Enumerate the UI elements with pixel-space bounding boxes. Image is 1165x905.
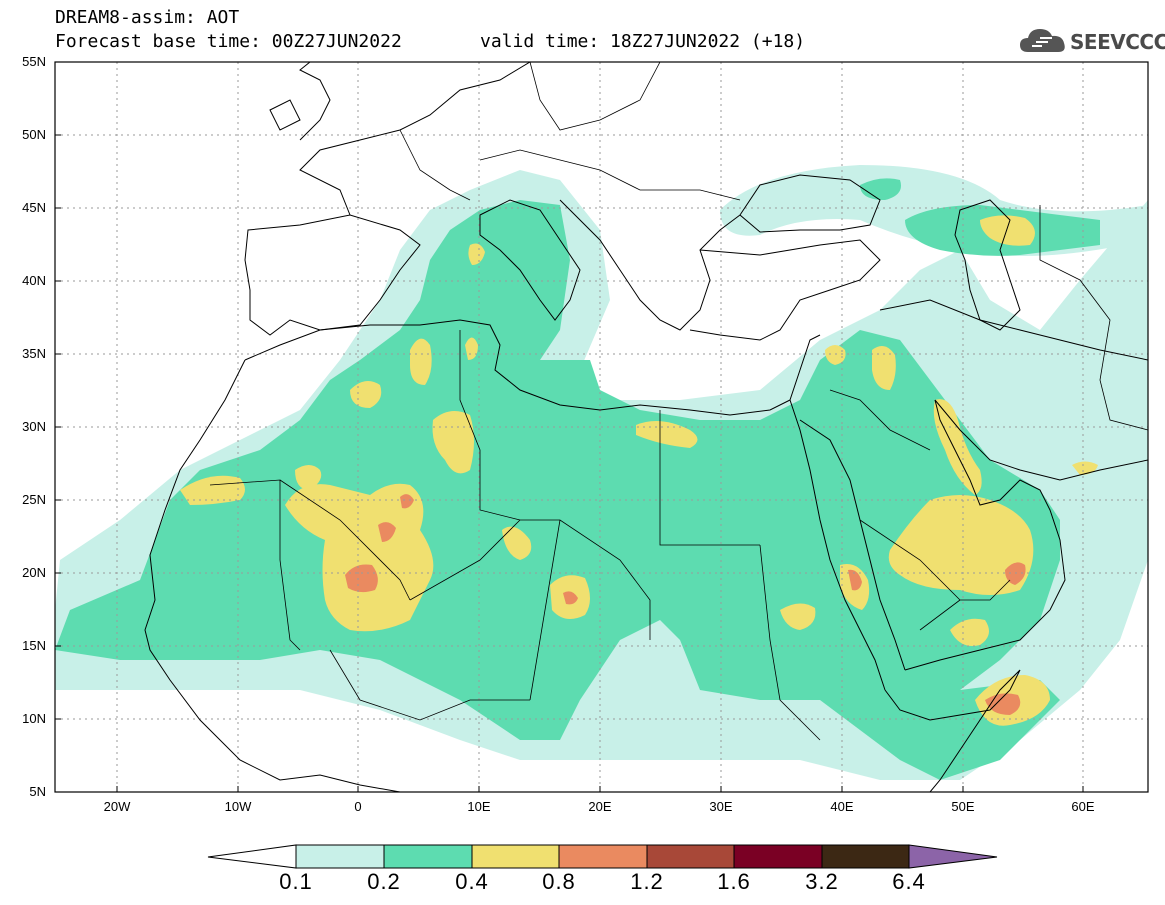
x-tick-label: 20W <box>103 799 131 814</box>
y-tick-label: 50N <box>22 127 46 142</box>
y-tick-label: 30N <box>22 419 46 434</box>
colorbar-bin-0-4 <box>471 844 560 869</box>
borders <box>209 62 1148 741</box>
x-tick-label: 10E <box>467 799 491 814</box>
x-tick-label: 60E <box>1071 799 1095 814</box>
x-tick-label: 10W <box>224 799 252 814</box>
forecast-base-time: Forecast base time: 00Z27JUN2022 <box>55 31 402 52</box>
colorbar-bin-1-2 <box>646 844 735 869</box>
colorbar-bin-0-1 <box>295 844 385 869</box>
y-tick-label: 15N <box>22 638 46 653</box>
x-tick-label: 40E <box>830 799 854 814</box>
colorbar-label: 0.2 <box>367 869 401 894</box>
colorbar-label: 0.4 <box>455 869 489 894</box>
colorbar-label: 1.6 <box>717 869 751 894</box>
x-tick-label: 0 <box>354 799 362 814</box>
x-tick-label: 50E <box>951 799 975 814</box>
colorbar-label: 0.1 <box>279 869 313 894</box>
colorbar-label: 1.2 <box>630 869 664 894</box>
colorbar <box>207 844 998 869</box>
y-tick-label: 35N <box>22 346 46 361</box>
x-tick-label: 30E <box>709 799 733 814</box>
chart-title: DREAM8-assim: AOT <box>55 7 240 28</box>
colorbar-low-arrow <box>207 844 297 869</box>
coastlines <box>144 62 1148 792</box>
aot-level-0-8 <box>345 494 1026 715</box>
axis-ticks <box>55 61 1084 793</box>
colorbar-label: 3.2 <box>805 869 839 894</box>
y-tick-label: 55N <box>22 54 46 69</box>
colorbar-bin-0-2 <box>383 844 473 869</box>
colorbar-high-arrow <box>908 844 998 869</box>
y-tick-label: 10N <box>22 711 46 726</box>
aot-field <box>55 165 1148 780</box>
cloud-icon <box>1020 29 1065 52</box>
colorbar-bin-3-2 <box>821 844 910 869</box>
colorbar-bin-1-6 <box>733 844 823 869</box>
colorbar-label: 0.8 <box>542 869 576 894</box>
seevccc-logo: SEEVCCC <box>1018 24 1165 58</box>
y-tick-label: 5N <box>29 784 46 799</box>
colorbar-bin-0-8 <box>558 844 648 869</box>
y-tick-label: 25N <box>22 492 46 507</box>
colorbar-label: 6.4 <box>892 869 926 894</box>
y-tick-label: 40N <box>22 273 46 288</box>
logo-text: SEEVCCC <box>1070 30 1165 54</box>
y-tick-label: 45N <box>22 200 46 215</box>
valid-time: valid time: 18Z27JUN2022 (+18) <box>480 31 806 52</box>
y-tick-label: 20N <box>22 565 46 580</box>
graticule <box>55 62 1148 792</box>
x-tick-label: 20E <box>588 799 612 814</box>
aot-level-0-4 <box>180 215 1098 726</box>
